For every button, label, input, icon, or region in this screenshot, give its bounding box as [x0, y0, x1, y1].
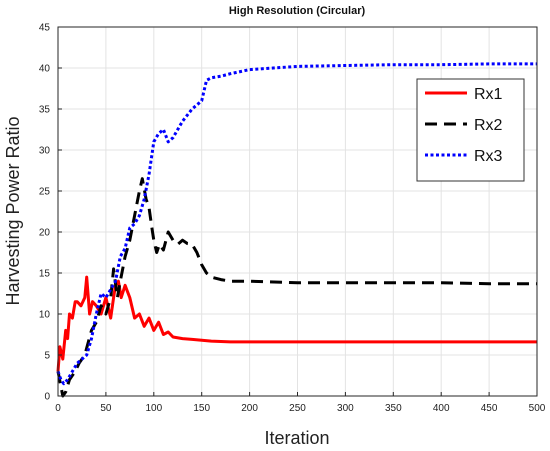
- y-tick-label: 15: [39, 269, 51, 280]
- x-axis-label: Iteration: [264, 428, 329, 448]
- y-tick-label: 35: [39, 105, 51, 116]
- x-tick-label: 450: [481, 403, 498, 414]
- legend-label-rx2: Rx2: [474, 117, 503, 134]
- series-line-rx1: [56, 275, 537, 372]
- chart-title: High Resolution (Circular): [229, 5, 366, 17]
- y-tick-label: 40: [39, 64, 51, 75]
- x-tick-label: 200: [241, 403, 258, 414]
- x-tick-label: 300: [337, 403, 354, 414]
- axis-ticks: 0 50 100 150 200 250 300 350 400 450 500 0 5 10 15 20 25…: [39, 23, 546, 415]
- y-tick-label: 25: [39, 187, 51, 198]
- legend-box: [416, 78, 525, 182]
- x-tick-label: 100: [145, 403, 162, 414]
- x-tick-label: 400: [433, 403, 450, 414]
- legend: Rx1 Rx2 Rx3: [416, 78, 525, 182]
- x-tick-label: 0: [55, 403, 61, 414]
- series-line-rx3: [56, 62, 537, 386]
- y-tick-label: 30: [39, 146, 51, 157]
- x-tick-label: 500: [529, 403, 546, 414]
- series-line-rx2: [56, 177, 537, 398]
- x-tick-label: 250: [289, 403, 306, 414]
- legend-label-rx1: Rx1: [474, 86, 503, 103]
- x-tick-label: 150: [193, 403, 210, 414]
- y-tick-label: 45: [39, 23, 51, 34]
- series-lines: [56, 62, 537, 398]
- y-tick-label: 0: [44, 392, 50, 403]
- y-tick-label: 5: [44, 351, 50, 362]
- y-axis-label: Harvesting Power Ratio: [3, 116, 23, 305]
- legend-label-rx3: Rx3: [474, 148, 503, 165]
- y-tick-label: 10: [39, 310, 51, 321]
- x-tick-label: 50: [100, 403, 112, 414]
- x-tick-label: 350: [385, 403, 402, 414]
- y-tick-label: 20: [39, 228, 51, 239]
